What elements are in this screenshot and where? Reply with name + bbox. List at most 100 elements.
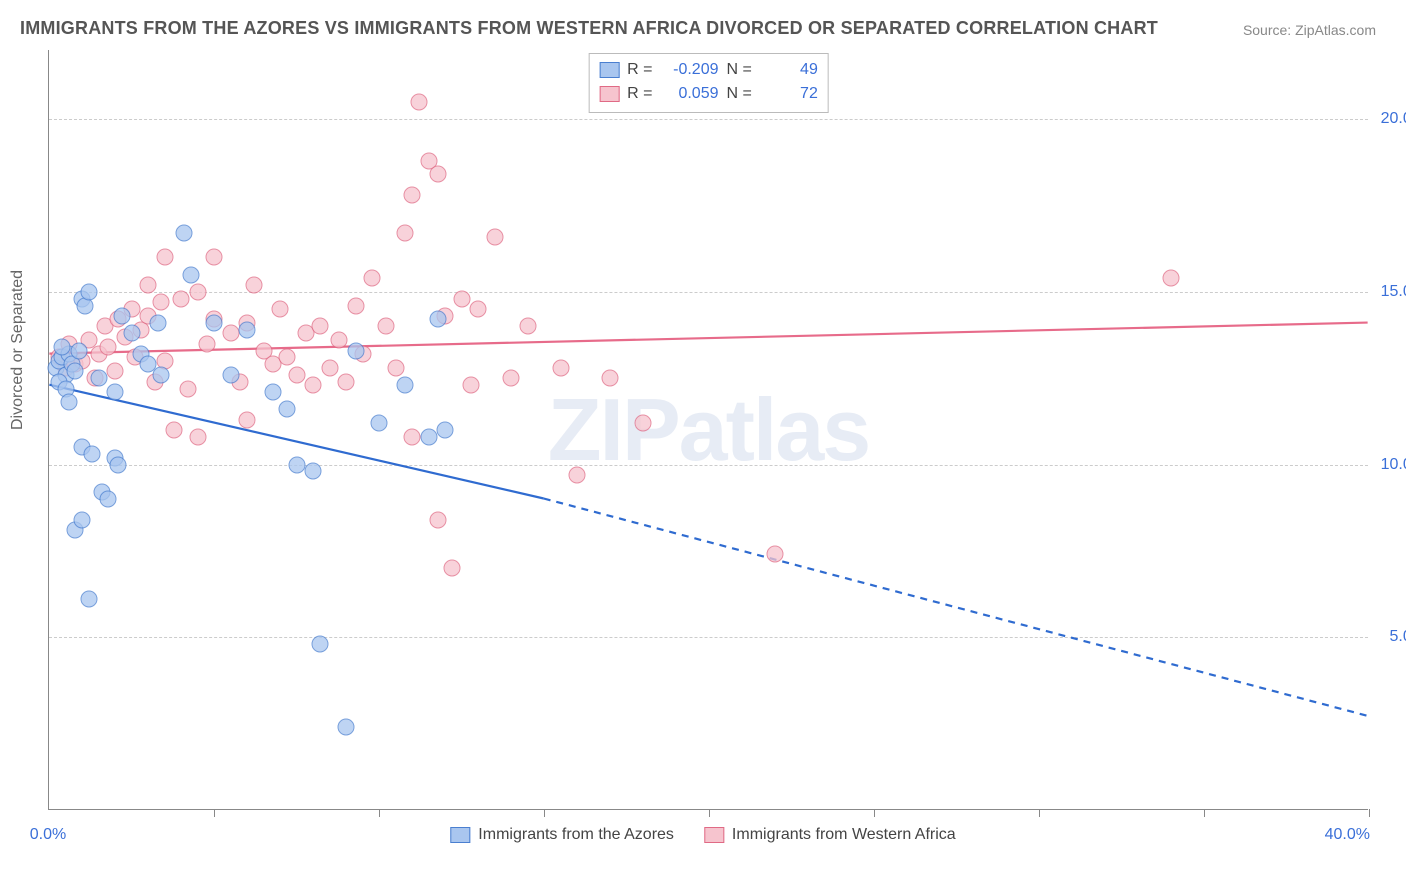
point-wafrica: [404, 428, 421, 445]
point-azores: [437, 422, 454, 439]
point-azores: [70, 342, 87, 359]
point-azores: [206, 314, 223, 331]
x-tick: [1039, 809, 1040, 817]
point-azores: [107, 384, 124, 401]
gridline: [49, 292, 1368, 293]
point-wafrica: [767, 546, 784, 563]
point-wafrica: [107, 363, 124, 380]
y-tick-label: 20.0%: [1374, 110, 1406, 128]
point-wafrica: [153, 294, 170, 311]
point-wafrica: [245, 276, 262, 293]
point-wafrica: [156, 249, 173, 266]
point-wafrica: [404, 187, 421, 204]
point-azores: [222, 366, 239, 383]
point-azores: [420, 428, 437, 445]
point-wafrica: [453, 290, 470, 307]
wafrica-n-value: 72: [760, 85, 818, 103]
point-wafrica: [140, 276, 157, 293]
point-wafrica: [470, 301, 487, 318]
point-azores: [239, 321, 256, 338]
point-wafrica: [463, 377, 480, 394]
point-wafrica: [222, 325, 239, 342]
point-wafrica: [387, 359, 404, 376]
x-tick: [379, 809, 380, 817]
point-azores: [110, 456, 127, 473]
legend-label-wafrica: Immigrants from Western Africa: [732, 826, 956, 844]
x-axis-min-label: 0.0%: [30, 826, 66, 844]
legend-swatch-azores-icon: [450, 827, 470, 843]
point-wafrica: [552, 359, 569, 376]
point-azores: [100, 491, 117, 508]
point-azores: [265, 384, 282, 401]
point-azores: [123, 325, 140, 342]
point-wafrica: [430, 166, 447, 183]
point-wafrica: [206, 249, 223, 266]
point-azores: [80, 591, 97, 608]
gridline: [49, 637, 1368, 638]
point-wafrica: [347, 297, 364, 314]
point-azores: [67, 363, 84, 380]
source-label: Source: ZipAtlas.com: [1243, 22, 1376, 38]
point-wafrica: [331, 332, 348, 349]
point-azores: [80, 283, 97, 300]
swatch-azores-icon: [599, 62, 619, 78]
x-tick: [874, 809, 875, 817]
point-azores: [305, 463, 322, 480]
point-wafrica: [179, 380, 196, 397]
y-axis-title: Divorced or Separated: [9, 270, 27, 430]
point-wafrica: [430, 511, 447, 528]
y-tick-label: 10.0%: [1374, 456, 1406, 474]
chart-title: IMMIGRANTS FROM THE AZORES VS IMMIGRANTS…: [20, 18, 1158, 39]
point-azores: [83, 446, 100, 463]
stat-box: R = -0.209 N = 49 R = 0.059 N = 72: [588, 53, 829, 113]
azores-n-value: 49: [760, 61, 818, 79]
azores-r-value: -0.209: [661, 61, 719, 79]
point-wafrica: [377, 318, 394, 335]
point-azores: [338, 719, 355, 736]
x-tick: [1369, 809, 1370, 817]
point-wafrica: [311, 318, 328, 335]
x-tick: [709, 809, 710, 817]
point-azores: [430, 311, 447, 328]
legend-label-azores: Immigrants from the Azores: [478, 826, 674, 844]
point-wafrica: [199, 335, 216, 352]
point-wafrica: [288, 366, 305, 383]
gridline: [49, 465, 1368, 466]
r-label: R =: [627, 85, 652, 103]
point-wafrica: [338, 373, 355, 390]
bottom-legend: Immigrants from the Azores Immigrants fr…: [450, 826, 955, 844]
point-wafrica: [364, 270, 381, 287]
point-azores: [371, 415, 388, 432]
point-wafrica: [602, 370, 619, 387]
point-azores: [54, 339, 71, 356]
point-wafrica: [503, 370, 520, 387]
point-azores: [278, 401, 295, 418]
point-azores: [397, 377, 414, 394]
point-wafrica: [239, 411, 256, 428]
point-azores: [74, 511, 91, 528]
swatch-wafrica-icon: [599, 86, 619, 102]
y-tick-label: 5.0%: [1374, 628, 1406, 646]
trend-lines: [49, 50, 1368, 809]
x-axis-max-label: 40.0%: [1325, 826, 1370, 844]
point-azores: [347, 342, 364, 359]
y-tick-label: 15.0%: [1374, 283, 1406, 301]
point-wafrica: [569, 466, 586, 483]
point-azores: [149, 314, 166, 331]
point-wafrica: [397, 225, 414, 242]
point-wafrica: [443, 560, 460, 577]
point-wafrica: [519, 318, 536, 335]
point-azores: [176, 225, 193, 242]
point-wafrica: [189, 428, 206, 445]
point-wafrica: [166, 422, 183, 439]
point-wafrica: [635, 415, 652, 432]
point-wafrica: [486, 228, 503, 245]
point-azores: [113, 308, 130, 325]
x-tick: [1204, 809, 1205, 817]
point-wafrica: [321, 359, 338, 376]
point-azores: [90, 370, 107, 387]
point-azores: [153, 366, 170, 383]
gridline: [49, 119, 1368, 120]
point-wafrica: [410, 93, 427, 110]
point-azores: [60, 394, 77, 411]
